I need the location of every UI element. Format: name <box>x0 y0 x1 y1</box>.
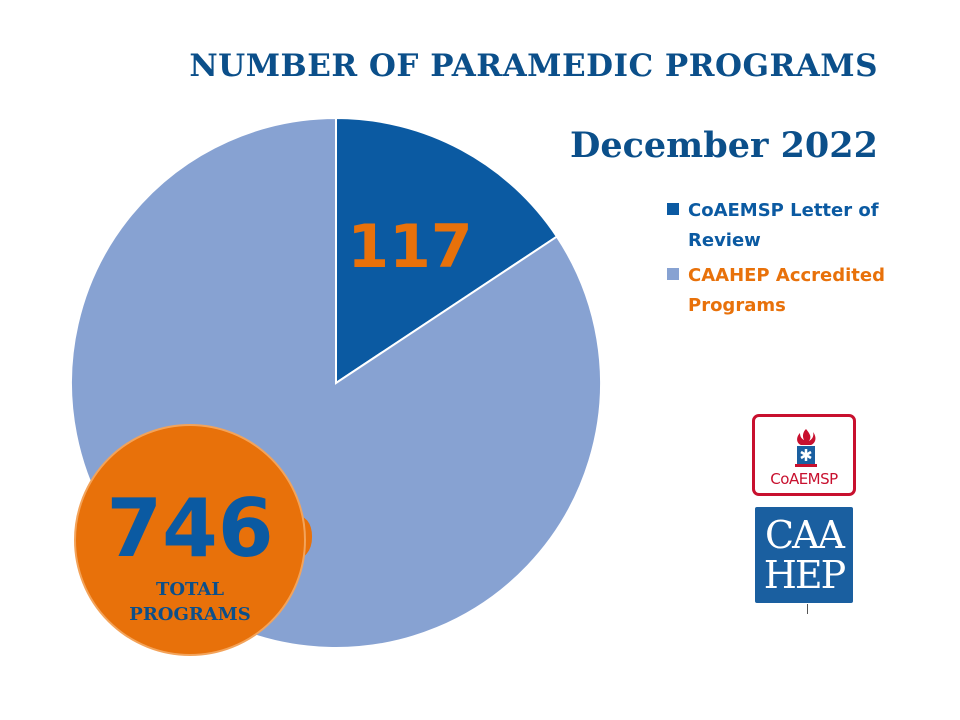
legend: CoAEMSP Letter of Review CAAHEP Accredit… <box>667 196 907 326</box>
total-badge: 746 TOTAL PROGRAMS <box>74 424 306 656</box>
legend-label-letter-of-review: CoAEMSP Letter of Review <box>688 200 879 251</box>
caahep-logo-line2: HEP <box>763 553 846 597</box>
data-label-letter-of-review: 117 <box>347 212 472 282</box>
total-label-line2: PROGRAMS <box>129 604 250 625</box>
legend-item-letter-of-review: CoAEMSP Letter of Review <box>667 196 907 256</box>
total-value: 746 <box>107 482 274 575</box>
chart-title: NUMBER OF PARAMEDIC PROGRAMS <box>189 48 878 84</box>
pie-slice-letter-of-review <box>335 116 559 385</box>
caahep-logo: CAA HEP <box>755 507 853 603</box>
total-circle <box>74 424 306 656</box>
legend-label-accredited: CAAHEP Accredited Programs <box>688 265 885 316</box>
coaemsp-logo: CoAEMSP <box>752 414 856 496</box>
coaemsp-logo-text: CoAEMSP <box>770 470 838 488</box>
chart-subtitle: December 2022 <box>569 125 878 166</box>
flame-star-of-life-icon <box>795 429 817 467</box>
legend-swatch-accredited <box>667 268 679 280</box>
total-label-line1: TOTAL <box>156 579 224 600</box>
divider-mark <box>807 604 808 614</box>
caahep-logo-line1: CAA <box>765 513 845 557</box>
legend-item-accredited: CAAHEP Accredited Programs <box>667 261 907 321</box>
legend-swatch-letter-of-review <box>667 203 679 215</box>
